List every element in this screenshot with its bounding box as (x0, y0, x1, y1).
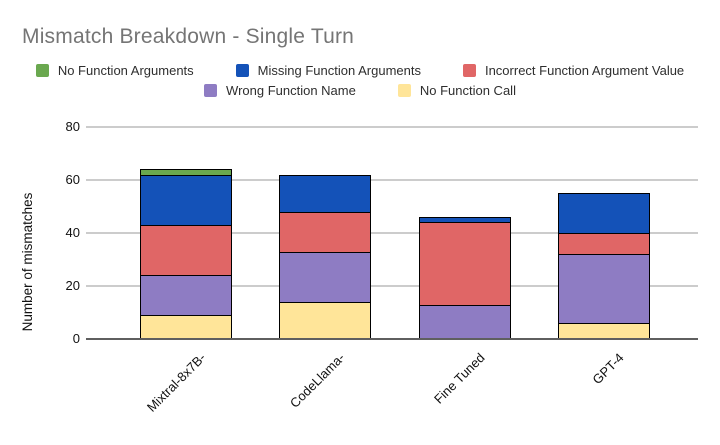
bar-segment (279, 301, 372, 340)
gridline (86, 126, 698, 128)
legend-item: Incorrect Function Argument Value (462, 63, 685, 78)
legend-swatch-icon (204, 84, 218, 97)
legend-label: No Function Call (419, 83, 516, 98)
legend-item: Missing Function Arguments (235, 63, 421, 78)
bar-segment (558, 233, 651, 256)
legend-label: Wrong Function Name (226, 83, 356, 98)
legend-row: No Function Arguments Missing Function Ar… (35, 63, 685, 78)
bar-segment (558, 254, 651, 325)
bar-segment (279, 251, 372, 303)
gridline (86, 285, 698, 287)
bar-segment (139, 174, 232, 227)
bar-segment (418, 222, 511, 306)
bar-segment (139, 315, 232, 340)
legend-swatch-icon (462, 64, 476, 77)
bar-segment (418, 217, 511, 224)
y-tick-label: 0 (72, 331, 80, 346)
chart-title: Mismatch Breakdown - Single Turn (22, 25, 355, 48)
bar-segment (279, 174, 372, 213)
legend-label: Missing Function Arguments (257, 63, 421, 78)
legend-item: No Function Arguments (35, 63, 194, 78)
chart-legend: No Function Arguments Missing Function Ar… (0, 63, 720, 98)
legend-item: No Function Call (397, 83, 516, 98)
x-axis-category-label: Fine Tuned (430, 350, 488, 407)
legend-label: Incorrect Function Argument Value (484, 63, 685, 78)
x-axis-category-label: GPT-4 (589, 350, 627, 388)
legend-row: Wrong Function Name No Function Call (204, 83, 516, 98)
y-tick-label: 60 (65, 172, 80, 187)
legend-item: Wrong Function Name (204, 83, 356, 98)
bar-segment (418, 304, 511, 340)
legend-swatch-icon (35, 64, 49, 77)
legend-label: No Function Arguments (57, 63, 194, 78)
bar-segment (139, 169, 232, 176)
y-tick-label: 40 (65, 225, 80, 240)
y-tick-label: 80 (65, 119, 80, 134)
y-tick-label: 20 (65, 278, 80, 293)
x-axis-line (86, 338, 698, 340)
gridline (86, 232, 698, 234)
x-axis-category-label: CodeLlama- (287, 350, 348, 411)
legend-swatch-icon (235, 64, 249, 77)
bar-segment (279, 211, 372, 253)
bar-segment (139, 225, 232, 277)
gridline (86, 179, 698, 181)
bar-segment (139, 275, 232, 317)
x-axis-category-label: Mixtral-8x7B- (143, 350, 209, 415)
bar-segment (558, 193, 651, 234)
legend-swatch-icon (397, 84, 411, 97)
